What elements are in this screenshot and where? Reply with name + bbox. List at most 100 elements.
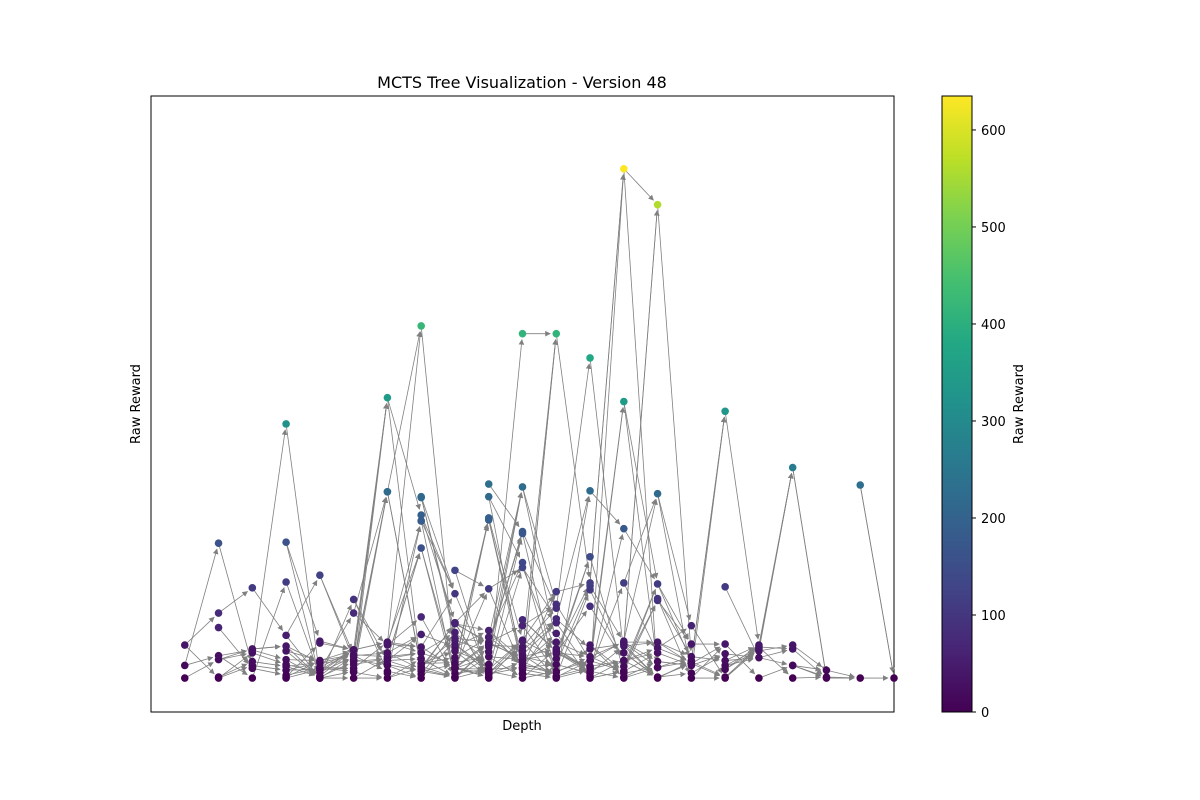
tree-node-point — [620, 397, 628, 406]
tree-edge — [758, 645, 788, 652]
colorbar-tick-label: 0 — [981, 706, 989, 721]
tree-node-point — [451, 660, 459, 669]
tree-edge — [555, 604, 588, 656]
tree-node-point — [721, 673, 729, 681]
tree-edge — [184, 616, 215, 646]
tree-edge — [792, 467, 828, 673]
colorbar-ticks: 0 100 200 300 400 500 600 — [972, 124, 1006, 721]
x-axis-label: Depth — [502, 719, 542, 734]
tree-edge — [623, 499, 658, 642]
tree-edge — [420, 636, 452, 675]
tree-edge — [826, 674, 855, 681]
tree-node-point — [620, 579, 628, 587]
tree-node-point — [518, 563, 527, 572]
tree-edge — [488, 644, 519, 674]
tree-edge — [555, 496, 590, 619]
tree-edge — [218, 543, 253, 661]
tree-edge — [251, 587, 286, 679]
tree-edge — [353, 657, 383, 665]
tree-node-point — [282, 538, 290, 547]
tree-edge — [454, 657, 484, 669]
tree-edge — [623, 649, 653, 661]
tree-node-point — [620, 649, 628, 657]
tree-edge — [623, 528, 655, 580]
tree-edge — [353, 645, 384, 669]
tree-edge — [623, 605, 656, 667]
tree-edge — [420, 598, 453, 648]
tree-node-point — [788, 661, 797, 670]
tree-node-point — [518, 647, 527, 655]
tree-edge — [725, 655, 754, 662]
tree-edge — [252, 661, 281, 668]
tree-edge — [657, 493, 693, 668]
tree-edge — [285, 662, 315, 678]
tree-node-point — [383, 669, 392, 677]
tree-edge — [387, 397, 421, 510]
tree-edge — [589, 606, 621, 656]
tree-node-point — [620, 656, 628, 665]
tree-edge — [724, 647, 754, 661]
tree-node-point — [552, 667, 561, 676]
tree-edge — [488, 536, 523, 646]
tree-edge — [454, 632, 485, 661]
tree-edge — [555, 594, 589, 677]
tree-edge — [387, 670, 416, 679]
tree-edge — [623, 605, 656, 672]
tree-edge — [623, 498, 657, 584]
tree-node-point — [518, 657, 527, 666]
tree-edge — [589, 174, 626, 584]
tree-edge — [522, 625, 554, 668]
tree-node-point — [417, 322, 425, 330]
tree-edge — [454, 593, 487, 669]
tree-edge — [589, 644, 620, 675]
tree-edge — [691, 646, 721, 664]
tree-edge — [488, 655, 518, 662]
tree-edge — [657, 647, 687, 661]
tree-edge — [859, 484, 895, 673]
tree-node-point — [755, 641, 763, 649]
tree-edge — [589, 649, 620, 674]
tree-edge — [286, 667, 315, 676]
tree-edge — [420, 658, 451, 675]
tree-node-point — [687, 640, 696, 648]
tree-node-point — [383, 393, 392, 402]
tree-node-point — [451, 619, 459, 628]
tree-edge — [420, 520, 453, 589]
tree-node-point — [484, 492, 493, 501]
tree-edge — [285, 542, 320, 673]
colorbar-tick-label: 400 — [981, 318, 1006, 333]
tree-edge — [387, 661, 417, 679]
tree-edge — [454, 570, 484, 587]
tree-node-point — [552, 329, 561, 338]
tree-edge — [724, 411, 761, 640]
tree-node-point — [417, 492, 425, 501]
tree-edge — [454, 623, 484, 640]
tree-edge — [657, 598, 689, 653]
tree-edge — [691, 647, 722, 679]
tree-node-point — [721, 649, 729, 658]
tree-node-point — [721, 583, 729, 591]
tree-edge — [420, 514, 454, 589]
tree-edge — [623, 401, 659, 579]
tree-node-point — [282, 673, 290, 681]
tree-edge — [589, 643, 619, 658]
tree-edge — [792, 665, 822, 672]
tree-node-point — [383, 487, 392, 496]
tree-node-point — [484, 633, 493, 642]
tree-edge — [792, 644, 823, 668]
tree-node-point — [518, 637, 527, 645]
tree-node-point — [484, 641, 493, 649]
tree-edge — [285, 666, 315, 677]
tree-edge — [589, 406, 626, 661]
tree-edge — [353, 612, 384, 642]
tree-edge — [454, 637, 484, 644]
tree-node-point — [316, 668, 324, 677]
tree-edge — [251, 587, 283, 631]
tree-node-point — [383, 656, 392, 665]
tree-node-point — [451, 566, 459, 575]
tree-edge — [691, 661, 721, 676]
colorbar-tick-label: 100 — [981, 609, 1006, 624]
tree-edge — [556, 618, 586, 646]
tree-node-point — [417, 670, 425, 678]
